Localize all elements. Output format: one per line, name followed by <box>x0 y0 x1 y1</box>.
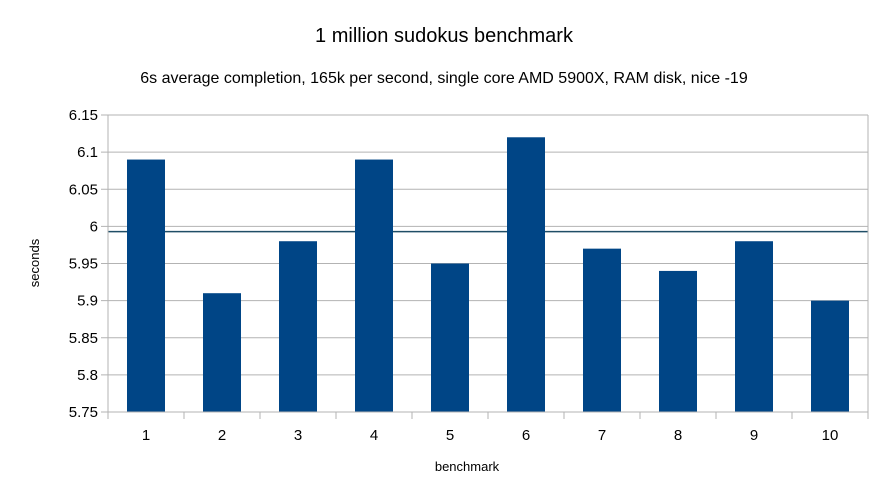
bar-1 <box>127 159 165 412</box>
y-tick-label: 5.95 <box>69 256 98 273</box>
bar-5 <box>431 263 469 412</box>
bar-3 <box>279 241 317 412</box>
x-axis-label: benchmark <box>435 459 500 474</box>
x-tick-label: 2 <box>218 427 226 444</box>
bars <box>127 137 849 412</box>
bar-10 <box>811 300 849 412</box>
x-tick-label: 10 <box>822 427 839 444</box>
chart-title: 1 million sudokus benchmark <box>315 25 574 47</box>
x-tick-label: 6 <box>522 427 530 444</box>
x-tick-label: 9 <box>750 427 758 444</box>
y-tick-label: 5.75 <box>69 404 98 421</box>
x-tick-labels: 1 2 3 4 5 6 7 8 9 10 <box>142 427 839 444</box>
y-tick-labels: 5.75 5.8 5.85 5.9 5.95 6 6.05 6.1 6.15 <box>69 107 98 421</box>
chart-subtitle: 6s average completion, 165k per second, … <box>140 70 748 87</box>
y-tick-label: 5.8 <box>77 367 98 384</box>
y-tick-label: 5.85 <box>69 330 98 347</box>
x-tick-label: 3 <box>294 427 302 444</box>
x-tick-label: 1 <box>142 427 150 444</box>
y-tick-label: 6.15 <box>69 107 98 124</box>
y-tick-label: 5.9 <box>77 293 98 310</box>
bar-9 <box>735 241 773 412</box>
bar-6 <box>507 137 545 412</box>
y-tick-label: 6.1 <box>77 144 98 161</box>
y-tick-label: 6.05 <box>69 181 98 198</box>
x-tick-label: 8 <box>674 427 682 444</box>
x-tick-label: 4 <box>370 427 378 444</box>
x-tick-label: 7 <box>598 427 606 444</box>
y-tick-label: 6 <box>90 218 98 235</box>
bar-7 <box>583 248 621 412</box>
bar-2 <box>203 293 241 412</box>
bar-4 <box>355 159 393 412</box>
bar-8 <box>659 270 697 412</box>
y-axis-label: seconds <box>27 238 42 287</box>
axes <box>107 115 869 419</box>
x-tick-label: 5 <box>446 427 454 444</box>
